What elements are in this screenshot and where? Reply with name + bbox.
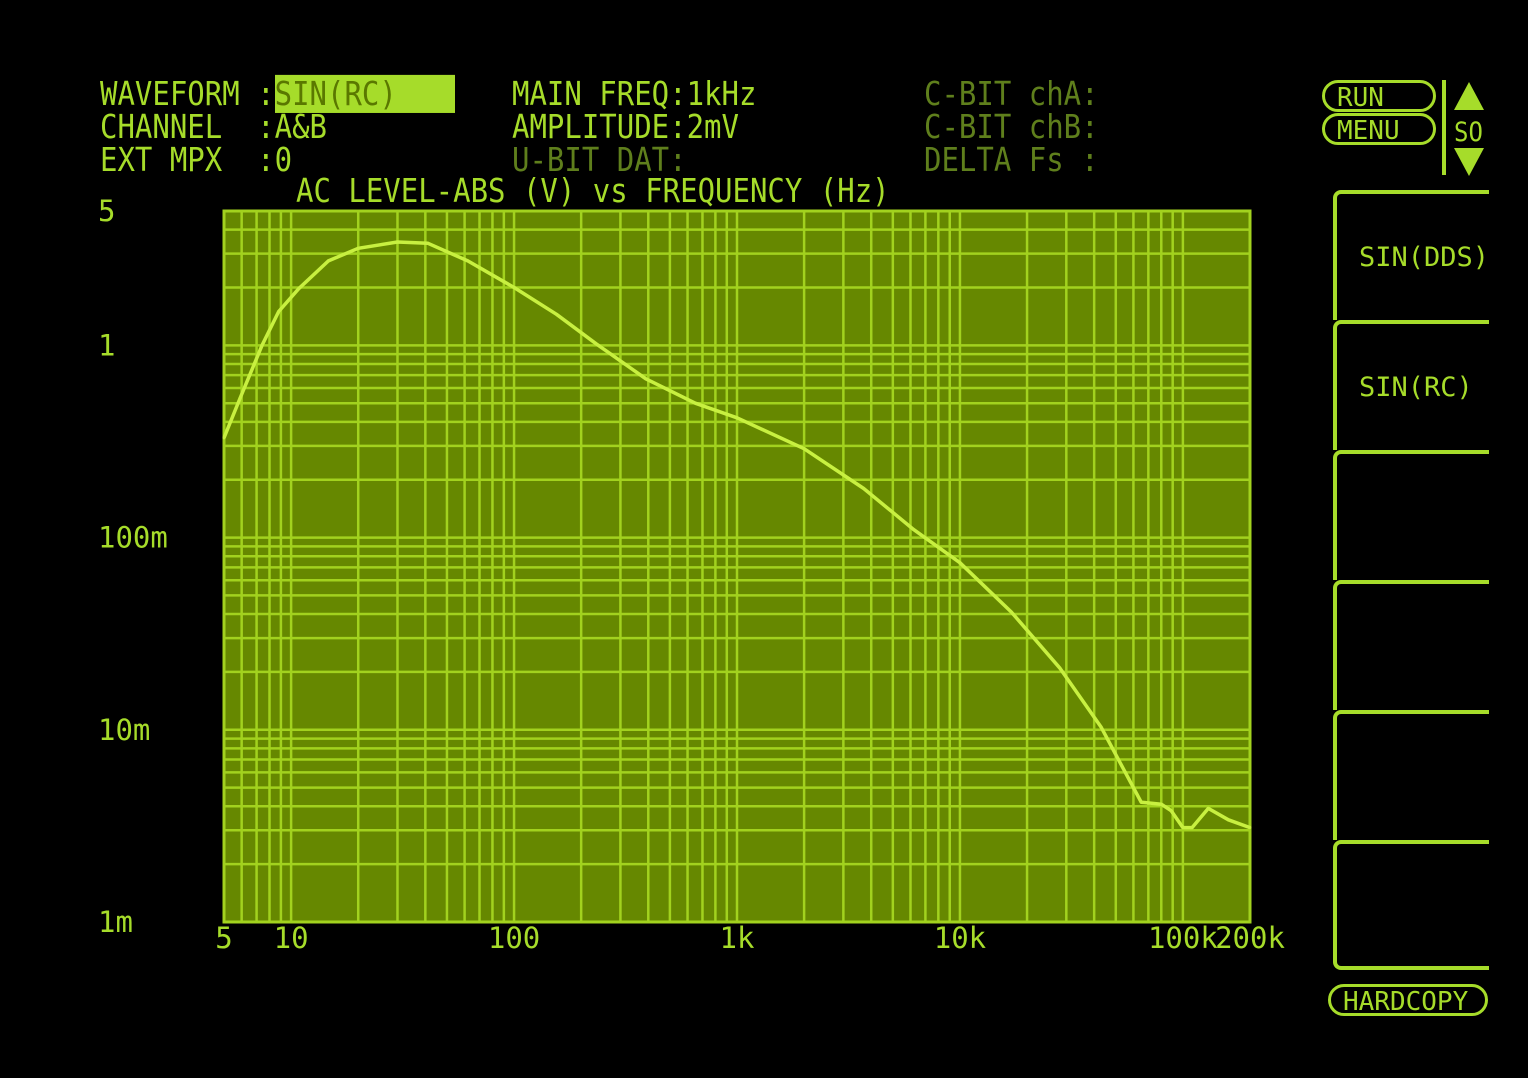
c-bit-cha: C-BIT chA: [924, 74, 1099, 113]
y-tick-label: 5 [98, 194, 115, 228]
data-point [512, 285, 516, 289]
so-label: SO [1454, 116, 1483, 148]
ext-mpx-row: EXT MPX :0 [100, 140, 293, 179]
y-tick-label: 1m [98, 905, 133, 939]
data-point [238, 396, 242, 400]
menu-label: MENU [1337, 116, 1400, 146]
x-tick-label: 10k [934, 921, 987, 955]
data-point [862, 487, 866, 491]
data-point [297, 287, 301, 291]
data-point [1181, 826, 1185, 830]
data-point [1099, 725, 1103, 729]
data-point [1058, 666, 1062, 670]
data-point [1009, 610, 1013, 614]
channel-value: A&B [274, 107, 327, 146]
x-tick-label: 10 [274, 921, 309, 955]
c-bit-chb: C-BIT chB: [924, 107, 1099, 146]
data-point [594, 342, 598, 346]
data-point [222, 436, 226, 440]
x-tick-label: 100 [488, 921, 540, 955]
x-tick-label: 5 [215, 921, 232, 955]
waveform-value[interactable]: SIN(RC) [274, 74, 455, 113]
divider [1442, 80, 1446, 175]
data-point [693, 401, 697, 405]
u-bit-dat: U-BIT DAT: [512, 140, 687, 179]
x-tick-label: 1k [720, 921, 755, 955]
data-point [260, 343, 264, 347]
y-tick-label: 100m [98, 521, 168, 555]
scroll-arrows [1454, 82, 1484, 176]
data-point [735, 416, 739, 420]
data-point [356, 246, 360, 250]
menu-button[interactable]: MENU [1322, 113, 1436, 145]
data-point [395, 240, 399, 244]
data-point [644, 377, 648, 381]
amplitude: AMPLITUDE:2mV [512, 107, 739, 146]
softkey-4[interactable] [1333, 580, 1489, 710]
softkey-5[interactable] [1333, 710, 1489, 840]
waveform-label: WAVEFORM :SIN(RC) [100, 74, 455, 113]
data-point [1159, 802, 1163, 806]
data-point [1206, 806, 1210, 810]
softkey-3[interactable] [1333, 450, 1489, 580]
data-point [802, 447, 806, 451]
data-point [277, 310, 281, 314]
data-point [554, 312, 558, 316]
data-point [912, 528, 916, 532]
softkey-1[interactable]: SIN(DDS) [1333, 190, 1489, 320]
ext-mpx-value: 0 [274, 140, 293, 179]
main-freq: MAIN FREQ:1kHz [512, 74, 757, 113]
hardcopy-button[interactable]: HARDCOPY [1328, 984, 1488, 1016]
data-point [326, 259, 330, 263]
y-tick-label: 10m [98, 713, 150, 747]
data-point [1248, 826, 1252, 830]
softkey-label: SIN(DDS) [1359, 242, 1490, 273]
run-button[interactable]: RUN [1322, 80, 1436, 112]
data-point [1169, 809, 1173, 813]
chart-title: AC LEVEL-ABS (V) vs FREQUENCY (Hz) [296, 171, 890, 210]
data-point [426, 241, 430, 245]
channel-row: CHANNEL :A&B [100, 107, 327, 146]
delta-fs: DELTA Fs : [924, 140, 1099, 179]
softkey-label: SIN(RC) [1359, 372, 1473, 403]
x-tick-label: 200k [1215, 921, 1285, 955]
data-point [958, 561, 962, 565]
x-tick-label: 100k [1148, 921, 1218, 955]
data-point [466, 259, 470, 263]
data-point [1190, 826, 1194, 830]
run-label: RUN [1337, 83, 1384, 113]
data-point [1226, 818, 1230, 822]
y-tick-label: 1 [98, 328, 115, 362]
data-point [1139, 800, 1143, 804]
plot-border [222, 209, 1252, 924]
softkey-6[interactable] [1333, 840, 1489, 970]
softkey-2[interactable]: SIN(RC) [1333, 320, 1489, 450]
arrow-down-icon[interactable] [1454, 148, 1484, 176]
hardcopy-label: HARDCOPY [1343, 987, 1469, 1017]
arrow-up-icon[interactable] [1454, 82, 1484, 110]
